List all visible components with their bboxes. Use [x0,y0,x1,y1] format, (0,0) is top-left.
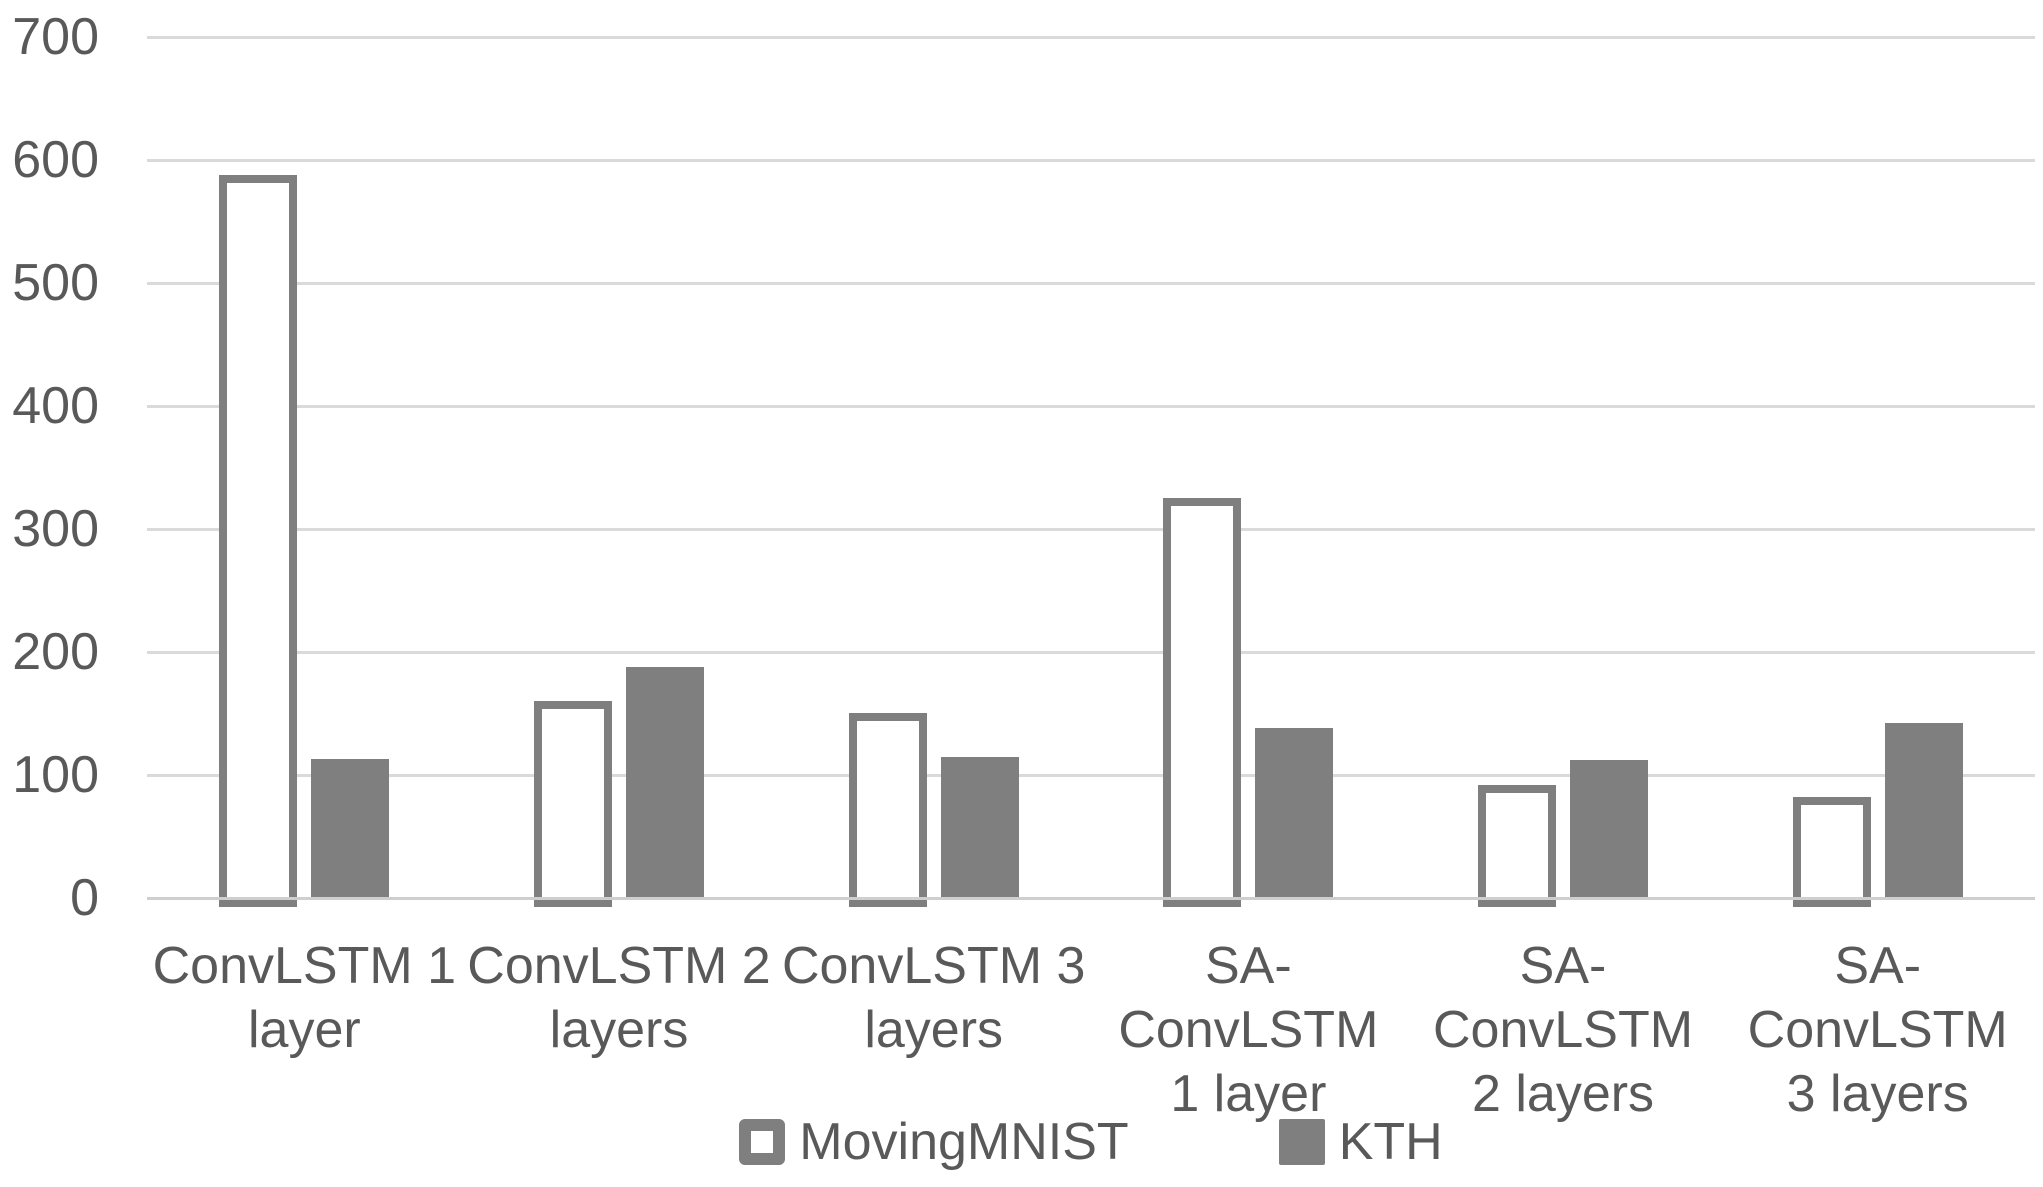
bar-group [1720,723,2035,907]
x-tick-label: ConvLSTM 2 layers [467,937,771,1059]
bar-group [1091,498,1406,907]
y-tick-label: 600 [12,131,99,189]
legend-swatch-kth-icon [1278,1119,1325,1165]
x-tick-label: ConvLSTM 1 layer [152,937,457,1059]
bar-kth [1255,728,1334,898]
legend-label: KTH [1338,1113,1443,1171]
bar-kth [940,757,1019,898]
bar-movingmnist [1163,498,1242,907]
x-axis-line [147,897,2035,900]
gridline [147,405,2035,408]
gridline [147,528,2035,531]
bar-group [462,667,777,907]
bar-kth [1884,723,1963,898]
bar-movingmnist [848,713,927,907]
gridline [147,774,2035,777]
gridline [147,159,2035,162]
legend: MovingMNIST KTH [147,1112,2035,1172]
x-tick-label: SA-ConvLSTM 2 layers [1432,937,1694,1123]
bar-kth [626,667,704,898]
bar-kth [1570,760,1649,898]
bar-group [776,713,1091,907]
plot-area [147,36,2035,907]
x-axis-tick-labels: ConvLSTM 1 layer ConvLSTM 2 layers ConvLST… [147,934,2035,1126]
y-tick-label: 100 [12,746,99,804]
gridline [147,282,2035,285]
legend-item-kth: KTH [1278,1112,1443,1172]
legend-item-movingmnist: MovingMNIST [739,1112,1129,1172]
bar-kth [311,759,390,898]
y-tick-label: 500 [12,254,99,312]
x-tick-label: SA-ConvLSTM 1 layer [1118,937,1379,1123]
bar-movingmnist [534,701,612,907]
bar-group [1406,760,1721,907]
y-tick-label: 400 [12,377,99,435]
y-tick-label: 200 [12,623,99,681]
bar-group [147,175,462,907]
legend-swatch-movingmnist-icon [739,1119,786,1165]
bar-movingmnist [219,175,298,907]
bar-groups [147,37,2035,907]
legend-label: MovingMNIST [799,1113,1129,1171]
y-tick-label: 0 [70,869,99,927]
y-tick-label: 700 [12,8,99,66]
x-tick-label: SA-ConvLSTM 3 layers [1747,937,2008,1123]
gridline [147,36,2035,39]
bar-movingmnist [1792,797,1871,907]
y-tick-label: 300 [12,500,99,558]
bar-movingmnist [1478,785,1557,907]
gridline [147,651,2035,654]
x-tick-label: ConvLSTM 3 layers [781,937,1086,1059]
